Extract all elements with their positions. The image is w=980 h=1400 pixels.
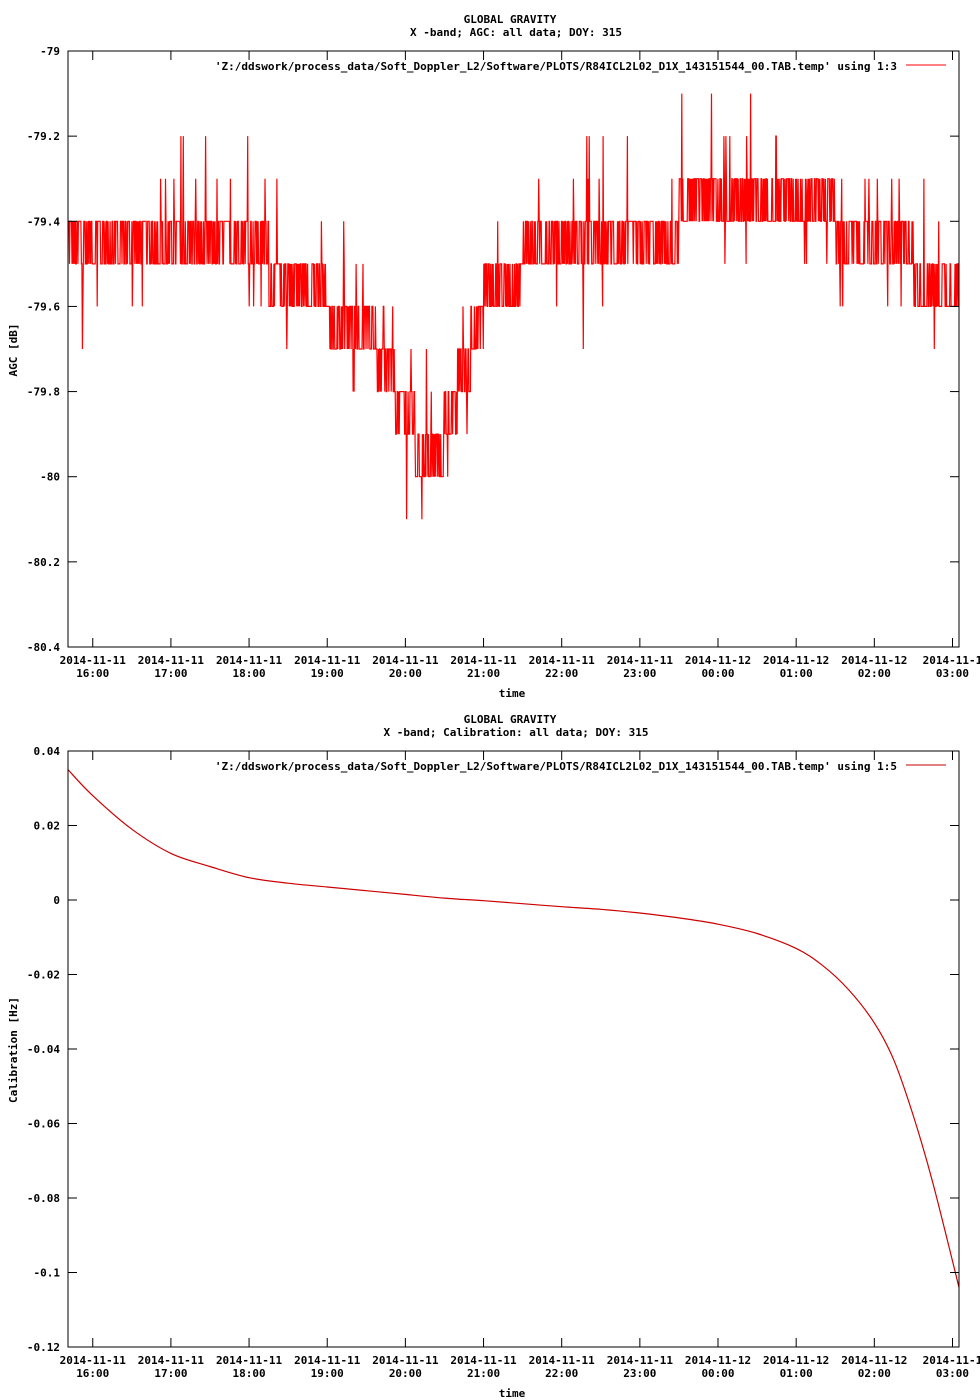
x-tick-label-time: 19:00 <box>311 1367 344 1380</box>
y-tick-label: 0.02 <box>34 820 61 833</box>
cal-chart-title: GLOBAL GRAVITY <box>464 713 557 726</box>
x-tick-label-date: 2014-11-11 <box>372 1354 439 1367</box>
y-tick-label: -80.4 <box>27 641 60 654</box>
calibration-series-line <box>67 769 960 1288</box>
x-tick-label-date: 2014-11-11 <box>529 654 596 667</box>
agc-chart-subtitle: X -band; AGC: all data; DOY: 315 <box>410 26 622 39</box>
y-tick-label: -0.1 <box>34 1267 61 1280</box>
x-tick-label-date: 2014-11-11 <box>60 654 127 667</box>
cal-x-axis-label: time <box>499 1387 526 1400</box>
x-tick-label-date: 2014-11-11 <box>138 654 205 667</box>
x-tick-label-date: 2014-11-12 <box>841 654 907 667</box>
agc-y-axis-label: AGC [dB] <box>7 324 20 377</box>
y-tick-label: -0.12 <box>27 1341 60 1354</box>
x-tick-label-date: 2014-11-11 <box>607 654 674 667</box>
y-tick-label: -0.08 <box>27 1192 60 1205</box>
x-tick-label-date: 2014-11-11 <box>60 1354 127 1367</box>
x-tick-label-date: 2014-11-11 <box>216 654 283 667</box>
x-tick-label-date: 2014-11-11 <box>529 1354 596 1367</box>
y-tick-label: 0.04 <box>34 745 61 758</box>
x-tick-label-time: 22:00 <box>545 667 578 680</box>
y-tick-label: -79 <box>40 45 60 58</box>
x-tick-label-time: 02:00 <box>858 1367 891 1380</box>
y-tick-label: 0 <box>53 894 60 907</box>
x-tick-label-date: 2014-11-11 <box>450 654 517 667</box>
plot-frame <box>67 50 960 648</box>
x-tick-label-time: 00:00 <box>701 667 734 680</box>
x-tick-label-date: 2014-11-11 <box>372 654 439 667</box>
y-tick-label: -0.02 <box>27 969 60 982</box>
y-tick-label: -80.2 <box>27 556 60 569</box>
x-tick-label-date: 2014-11-11 <box>216 1354 283 1367</box>
x-tick-label-time: 21:00 <box>467 667 500 680</box>
x-tick-label-time: 18:00 <box>233 1367 266 1380</box>
x-tick-label-date: 2014-11-12 <box>685 1354 751 1367</box>
x-tick-label-time: 20:00 <box>389 1367 422 1380</box>
cal-chart-subtitle: X -band; Calibration: all data; DOY: 315 <box>384 726 649 739</box>
y-tick-label: -79.8 <box>27 386 60 399</box>
x-tick-label-time: 18:00 <box>233 667 266 680</box>
x-tick-label-date: 2014-11-11 <box>294 1354 361 1367</box>
calibration-chart: GLOBAL GRAVITY X -band; Calibration: all… <box>7 713 980 1400</box>
x-tick-label-time: 19:00 <box>311 667 344 680</box>
agc-legend-text: 'Z:/ddswork/process_data/Soft_Doppler_L2… <box>215 60 897 73</box>
x-tick-label-time: 22:00 <box>545 1367 578 1380</box>
agc-series-line <box>68 93 960 520</box>
x-tick-label-time: 23:00 <box>623 667 656 680</box>
y-tick-label: -0.06 <box>27 1118 60 1131</box>
agc-chart: GLOBAL GRAVITY X -band; AGC: all data; D… <box>7 13 980 700</box>
y-tick-label: -79.4 <box>27 215 60 228</box>
x-tick-label-time: 01:00 <box>780 667 813 680</box>
x-tick-label-date: 2014-11-12 <box>841 1354 907 1367</box>
x-tick-label-time: 17:00 <box>154 1367 187 1380</box>
y-tick-label: -0.04 <box>27 1043 60 1056</box>
x-tick-label-date: 2014-11-12 <box>763 1354 829 1367</box>
x-tick-label-time: 21:00 <box>467 1367 500 1380</box>
y-tick-label: -79.6 <box>27 300 60 313</box>
agc-chart-title: GLOBAL GRAVITY <box>464 13 557 26</box>
x-tick-label-date: 2014-11-12 <box>763 654 829 667</box>
x-tick-label-time: 02:00 <box>858 667 891 680</box>
x-tick-label-time: 16:00 <box>76 1367 109 1380</box>
x-tick-label-date: 2014-11-12 <box>685 654 751 667</box>
x-tick-label-date: 2014-11-11 <box>294 654 361 667</box>
x-tick-label-date: 2014-11-1 <box>923 654 980 667</box>
x-tick-label-time: 20:00 <box>389 667 422 680</box>
x-tick-label-time: 17:00 <box>154 667 187 680</box>
x-tick-label-time: 03:00 <box>936 667 969 680</box>
x-tick-label-time: 00:00 <box>701 1367 734 1380</box>
y-tick-label: -79.2 <box>27 130 60 143</box>
x-tick-label-date: 2014-11-11 <box>607 1354 674 1367</box>
cal-y-axis-label: Calibration [Hz] <box>7 997 20 1103</box>
x-tick-label-date: 2014-11-11 <box>450 1354 517 1367</box>
y-tick-label: -80 <box>40 471 60 484</box>
cal-legend-text: 'Z:/ddswork/process_data/Soft_Doppler_L2… <box>215 760 897 773</box>
plot-frame <box>67 750 960 1348</box>
agc-x-axis-label: time <box>499 687 526 700</box>
x-tick-label-time: 16:00 <box>76 667 109 680</box>
x-tick-label-time: 01:00 <box>780 1367 813 1380</box>
x-tick-label-date: 2014-11-1 <box>923 1354 980 1367</box>
x-tick-label-date: 2014-11-11 <box>138 1354 205 1367</box>
x-tick-label-time: 23:00 <box>623 1367 656 1380</box>
x-tick-label-time: 03:00 <box>936 1367 969 1380</box>
